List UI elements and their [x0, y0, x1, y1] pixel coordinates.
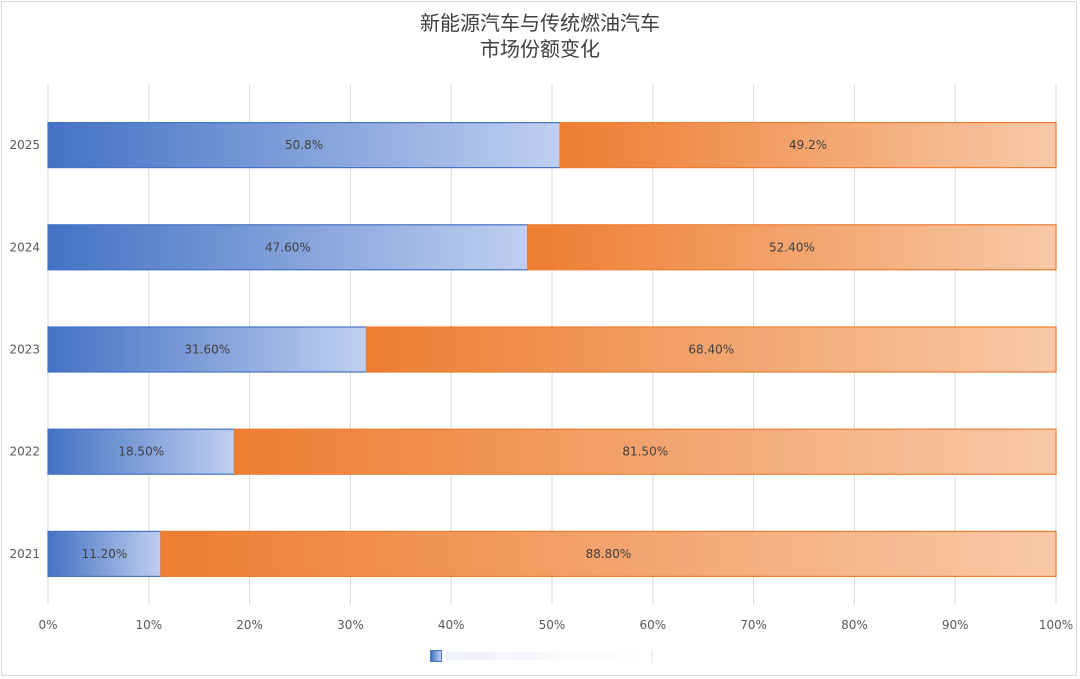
- bar-nev-2023: [47, 326, 368, 373]
- bar-fuel-2023: [365, 326, 1057, 373]
- y-tick-label: 2023: [9, 343, 40, 357]
- data-label: 52.40%: [769, 240, 815, 254]
- data-label: 81.50%: [622, 445, 668, 459]
- bar-nev-2024: [47, 224, 529, 271]
- data-label: 31.60%: [184, 343, 230, 357]
- x-tick-label: 20%: [236, 618, 263, 632]
- bar-fuel-2025: [559, 121, 1057, 169]
- data-label: 49.2%: [789, 138, 827, 152]
- chart-title: 新能源汽车与传统燃油汽车 市场份额变化: [0, 10, 1080, 62]
- data-label: 88.80%: [586, 547, 632, 561]
- bar-fuel-2024: [527, 224, 1057, 271]
- x-tick-label: 0%: [38, 618, 57, 632]
- x-tick-label: 90%: [942, 618, 969, 632]
- legend-fade-bar: [446, 652, 646, 660]
- x-tick-label: 80%: [841, 618, 868, 632]
- y-tick-label: 2024: [9, 240, 40, 254]
- x-tick-label: 50%: [539, 618, 566, 632]
- bar-fuel-2021: [160, 530, 1057, 578]
- y-tick-label: 2025: [9, 138, 40, 152]
- x-tick-label: 10%: [135, 618, 162, 632]
- x-tick-label: 30%: [337, 618, 364, 632]
- y-tick-label: 2022: [9, 445, 40, 459]
- chart-title-line-2: 市场份额变化: [480, 37, 600, 61]
- bar-fuel-2022: [233, 428, 1057, 475]
- x-tick-label: 70%: [740, 618, 767, 632]
- x-tick-label: 40%: [438, 618, 465, 632]
- chart-title-line-1: 新能源汽车与传统燃油汽车: [420, 11, 660, 35]
- x-tick-label: 60%: [639, 618, 666, 632]
- legend-text: |: [650, 649, 655, 663]
- bars: 50.8% 49.2% 47.60% 52.40% 31.60% 68.40% 18.50%…: [47, 121, 1057, 578]
- data-label: 11.20%: [82, 547, 128, 561]
- data-label: 68.40%: [688, 343, 734, 357]
- y-axis-labels: 2025 2024 2023 2022 2021: [9, 138, 40, 561]
- bar-nev-2022: [47, 428, 236, 475]
- x-tick-label: 100%: [1039, 618, 1073, 632]
- legend-swatch-icon: [430, 650, 442, 662]
- legend: |: [430, 648, 654, 664]
- y-tick-label: 2021: [9, 547, 40, 561]
- bar-nev-2021: [47, 530, 162, 578]
- data-label: 18.50%: [118, 445, 164, 459]
- data-label: 50.8%: [285, 138, 323, 152]
- bar-nev-2025: [47, 121, 561, 169]
- x-axis-labels: 0% 10% 20% 30% 40% 50% 60% 70% 80% 90% 100%: [38, 618, 1073, 632]
- data-label: 47.60%: [265, 240, 311, 254]
